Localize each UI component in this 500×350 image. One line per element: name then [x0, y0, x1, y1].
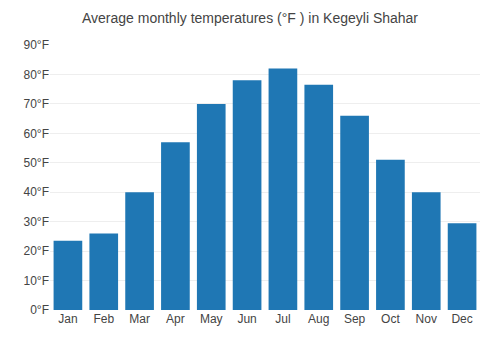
svg-text:80°F: 80°F: [24, 68, 49, 82]
svg-text:10°F: 10°F: [24, 274, 49, 288]
svg-text:Jul: Jul: [275, 312, 290, 326]
svg-text:90°F: 90°F: [24, 38, 49, 52]
svg-text:May: May: [200, 312, 223, 326]
svg-text:Mar: Mar: [129, 312, 150, 326]
svg-text:Aug: Aug: [308, 312, 329, 326]
svg-text:Jun: Jun: [237, 312, 256, 326]
svg-text:Dec: Dec: [451, 312, 472, 326]
svg-text:Feb: Feb: [93, 312, 114, 326]
svg-text:Apr: Apr: [166, 312, 185, 326]
svg-text:20°F: 20°F: [24, 244, 49, 258]
svg-text:Jan: Jan: [58, 312, 77, 326]
svg-text:30°F: 30°F: [24, 215, 49, 229]
svg-text:40°F: 40°F: [24, 185, 49, 199]
svg-text:Nov: Nov: [416, 312, 437, 326]
svg-text:50°F: 50°F: [24, 156, 49, 170]
svg-text:Sep: Sep: [344, 312, 366, 326]
svg-text:0°F: 0°F: [30, 303, 49, 317]
svg-text:70°F: 70°F: [24, 97, 49, 111]
svg-text:Oct: Oct: [381, 312, 400, 326]
svg-text:60°F: 60°F: [24, 127, 49, 141]
svg-text:Average monthly temperatures (: Average monthly temperatures (°F ) in Ke…: [82, 10, 418, 26]
